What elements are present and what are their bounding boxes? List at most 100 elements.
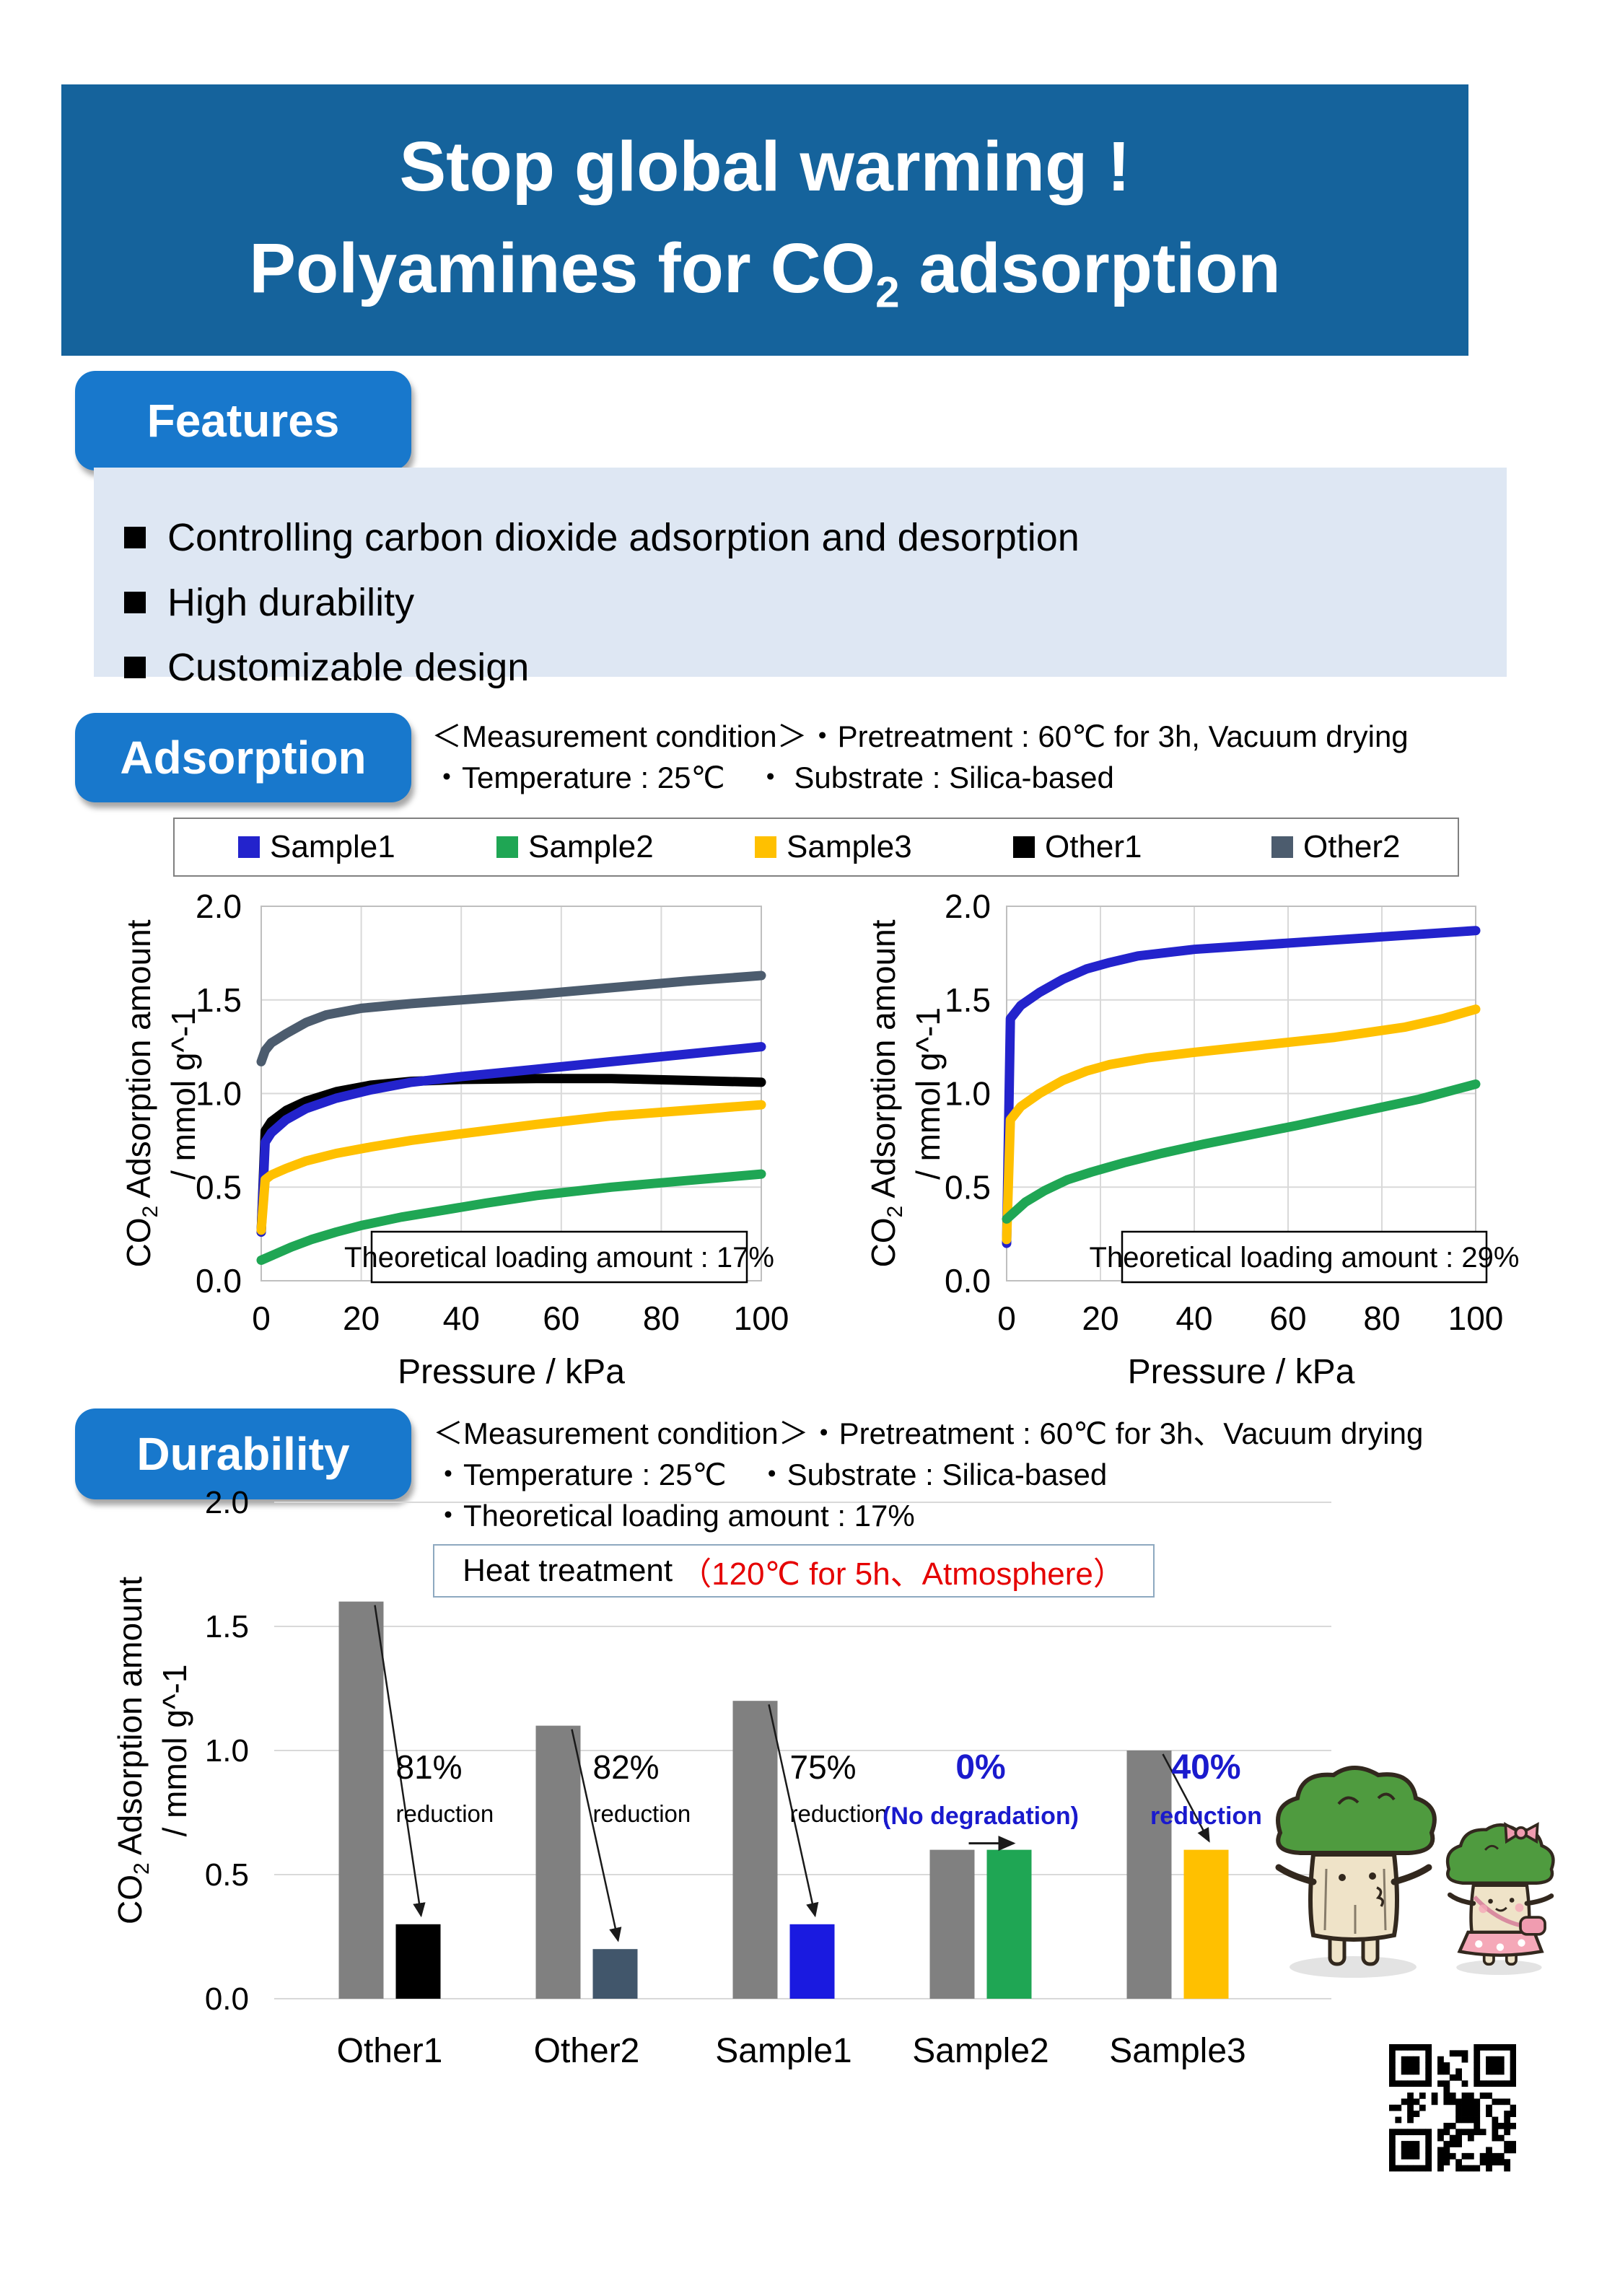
durability-badge-label: Durability [136,1428,350,1480]
x-tick: 0 [997,1300,1016,1337]
y-axis-title: / mmol g^-1 [156,1665,193,1837]
legend-item: Other2 [1271,819,1401,875]
heat-treatment-condition: （120℃ for 5h、Atmosphere） [680,1556,1125,1592]
title-co2-subscript: 2 [875,268,900,317]
legend-swatch-icon [1271,836,1293,858]
bar-category-label: Other2 [534,2032,640,2070]
reduction-sub: reduction [790,1800,888,1827]
reduction-sub: (No degradation) [883,1802,1079,1830]
features-box: Controlling carbon dioxide adsorption an… [94,468,1507,689]
x-axis-title: Pressure / kPa [1128,1353,1355,1391]
y-tick: 2.0 [205,1485,249,1520]
adsorption-badge-label: Adsorption [120,732,367,784]
durability-bar-chart: 81% reduction Other1 82% reduction Other2 75% r… [111,1485,1331,2070]
y-axis-title: CO2 Adsorption amount [111,1577,154,1924]
legend-label: Other1 [1045,829,1142,864]
x-tick: 40 [1175,1300,1212,1337]
y-axis-title: / mmol g^-1 [165,1007,202,1180]
legend-swatch-icon [1013,836,1035,858]
series-Sample3 [1002,1004,1481,1245]
bar-category-label: Sample3 [1109,2032,1245,2070]
heat-treatment-label: Heat treatment [463,1553,673,1588]
bar-after-Sample3 [1183,1849,1229,1999]
bar-before-Sample2 [929,1849,975,1999]
y-tick: 0.5 [945,1168,991,1206]
bar-before-Sample1 [732,1701,778,1999]
reduction-pct: 82% [593,1748,660,1786]
adsorption-line-chart-29pct: 0 20 40 60 80 100 0.0 0.5 1.0 1.5 2.0 Pressure / kP… [864,888,1520,1391]
feature-text: High durability [167,581,415,624]
feature-item: High durability [94,570,1507,635]
reduction-pct: 81% [396,1748,463,1786]
legend-item: Other1 [1013,819,1142,875]
adsorption-line-chart-17pct: 0 20 40 60 80 100 0.0 0.5 1.0 1.5 2.0 Pressure / kP… [120,888,789,1391]
series-Sample2 [1002,1079,1481,1224]
y-tick: 1.5 [196,981,242,1019]
bar-category-label: Sample1 [715,2032,851,2070]
feature-text: Customizable design [167,646,530,689]
y-tick: 1.0 [945,1075,991,1113]
legend-swatch-icon [496,836,518,858]
y-tick: 1.0 [196,1075,242,1113]
mascot-large [1275,1766,1437,1978]
y-tick: 0.0 [196,1262,242,1300]
y-tick: 2.0 [945,888,991,925]
theoretical-loading-note: Theoretical loading amount : 17% [344,1242,774,1274]
x-tick: 0 [252,1300,271,1337]
bow-icon [1504,1822,1539,1844]
y-tick: 0.0 [945,1262,991,1300]
reduction-sub: reduction [1150,1802,1262,1830]
reduction-pct: 75% [790,1748,857,1786]
bar-before-Other1 [338,1601,384,1999]
poster-title-line1: Stop global warming ! [399,127,1131,206]
x-tick: 100 [734,1300,789,1337]
title-banner: Stop global warming ! Polyamines for CO2… [61,84,1468,356]
x-tick: 80 [643,1300,680,1337]
square-bullet-icon [124,657,146,678]
condition-line: ＜Measurement condition＞・Pretreatment : 6… [433,1416,1424,1450]
y-tick: 1.0 [205,1733,249,1769]
y-tick: 2.0 [196,888,242,925]
x-tick: 60 [543,1300,579,1337]
legend-item: Sample3 [755,819,912,875]
y-tick: 1.5 [945,981,991,1019]
condition-line: ・Temperature : 25℃ ・ Substrate : Silica-… [432,761,1114,794]
features-badge: Features [75,371,411,470]
y-tick: 1.5 [205,1609,249,1644]
condition-line: ・Theoretical loading amount : 17% [433,1499,915,1533]
bar-after-Sample1 [789,1924,835,1999]
bar-category-label: Other1 [337,2032,443,2070]
x-tick: 100 [1448,1300,1504,1337]
legend-swatch-icon [755,836,776,858]
y-tick: 0.5 [196,1168,242,1206]
reduction-sub: reduction [593,1800,691,1827]
chart-legend: Sample1 Sample2 Sample3 Other1 Other2 [173,818,1459,877]
y-axis-title: CO2 Adsorption amount [120,919,162,1267]
reduction-pct: 40% [1171,1748,1240,1787]
condition-line: ＜Measurement condition＞・Pretreatment : 6… [432,719,1409,753]
y-axis-title: / mmol g^-1 [909,1007,947,1180]
bar-category-label: Sample2 [912,2032,1048,2070]
poster-title-line2: Polyamines for CO2 adsorption [249,218,1280,324]
bar-after-Sample2 [986,1849,1032,1999]
adsorption-badge: Adsorption [75,713,411,802]
bar-after-Other1 [395,1924,441,1999]
x-tick: 60 [1269,1300,1306,1337]
square-bullet-icon [124,592,146,613]
condition-line: ・Temperature : 25℃ ・Substrate : Silica-b… [433,1458,1108,1491]
series-Sample3 [256,1100,766,1235]
feature-text: Controlling carbon dioxide adsorption an… [167,516,1080,559]
bar-before-Sample3 [1126,1751,1172,1999]
features-badge-label: Features [146,395,340,447]
feature-item: Customizable design [94,635,1507,700]
theoretical-loading-note: Theoretical loading amount : 29% [1090,1242,1520,1274]
bar-before-Other2 [535,1725,581,1999]
mascot-characters [1275,1766,1555,1978]
bar-after-Other2 [592,1949,638,1999]
mascot-small [1445,1822,1555,1976]
x-tick: 20 [1082,1300,1118,1337]
square-bullet-icon [124,527,146,548]
durability-badge: Durability [75,1408,411,1499]
title-line2-suffix: adsorption [899,229,1281,308]
heat-treatment-box: Heat treatment （120℃ for 5h、Atmosphere） [433,1544,1155,1598]
